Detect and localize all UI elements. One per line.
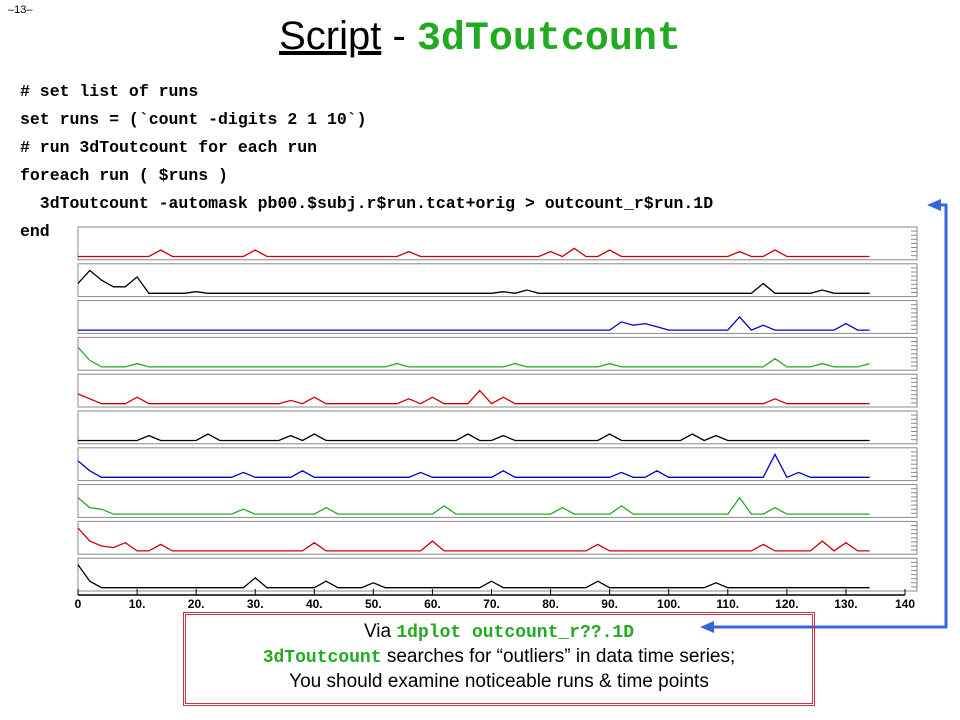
series-line — [78, 316, 870, 331]
series-line — [77, 269, 870, 294]
code-line: end — [20, 222, 50, 241]
note-line: 3dToutcount searches for “outliers” in d… — [186, 645, 812, 670]
page-number: –13– — [8, 4, 33, 16]
panel-frame — [77, 300, 918, 334]
x-tick-label: 130. — [834, 597, 857, 611]
x-tick-label: 40. — [306, 597, 323, 611]
note-command: 1dplot outcount_r??.1D — [396, 623, 635, 643]
note-line: You should examine noticeable runs & tim… — [289, 671, 709, 692]
x-tick-label: 110. — [716, 597, 739, 611]
title-separator: - — [392, 14, 406, 58]
x-tick-label: 30. — [247, 597, 264, 611]
series-line — [77, 496, 870, 515]
code-line: foreach run ( $runs ) — [20, 166, 228, 185]
x-tick-label: 0 — [75, 597, 82, 611]
arrow-head — [927, 199, 941, 211]
panel-frame — [77, 263, 918, 298]
panel-frame — [77, 484, 918, 518]
code-line: set runs = (`count -digits 2 1 10`) — [20, 110, 367, 129]
panel-frame — [77, 520, 918, 555]
note-command: 3dToutcount — [262, 648, 382, 668]
x-tick-label: 60. — [424, 597, 441, 611]
x-tick-label: 50. — [365, 597, 382, 611]
note-line: Via 1dplot outcount_r??.1D — [186, 620, 812, 645]
panel-frame — [77, 557, 918, 592]
code-line: 3dToutcount -automask pb00.$subj.r$run.t… — [20, 194, 714, 213]
panel-frame — [77, 336, 918, 371]
x-tick-label: 140 — [895, 597, 915, 611]
series-line — [77, 527, 870, 552]
x-tick-label: 90. — [601, 597, 618, 611]
series-line — [77, 346, 870, 368]
series-line — [77, 389, 870, 405]
x-tick-label: 70. — [483, 597, 500, 611]
note-text: searches for “outliers” in data time ser… — [386, 646, 736, 667]
panel-frame — [77, 410, 918, 445]
title-command: 3dToutcount — [416, 17, 681, 62]
code-line: # set list of runs — [20, 82, 199, 101]
x-tick-label: 20. — [188, 597, 205, 611]
connector-arrow — [705, 203, 948, 629]
x-tick-label: 120. — [775, 597, 798, 611]
x-tick-label: 10. — [129, 597, 146, 611]
slide-title: Script - 3dToutcount — [0, 14, 960, 62]
note-box: Via 1dplot outcount_r??.1D 3dToutcount s… — [183, 612, 815, 706]
panel-frame — [77, 373, 918, 408]
code-line: # run 3dToutcount for each run — [20, 138, 318, 157]
note-text: Via — [363, 621, 392, 642]
x-tick-label: 100. — [657, 597, 680, 611]
series-line — [77, 452, 870, 479]
x-tick-label: 80. — [542, 597, 559, 611]
title-link[interactable]: Script — [279, 14, 382, 58]
series-line — [78, 247, 870, 258]
arrow-head — [700, 621, 714, 633]
series-line — [77, 564, 870, 589]
panel-frame — [77, 226, 918, 261]
series-line — [78, 433, 870, 442]
